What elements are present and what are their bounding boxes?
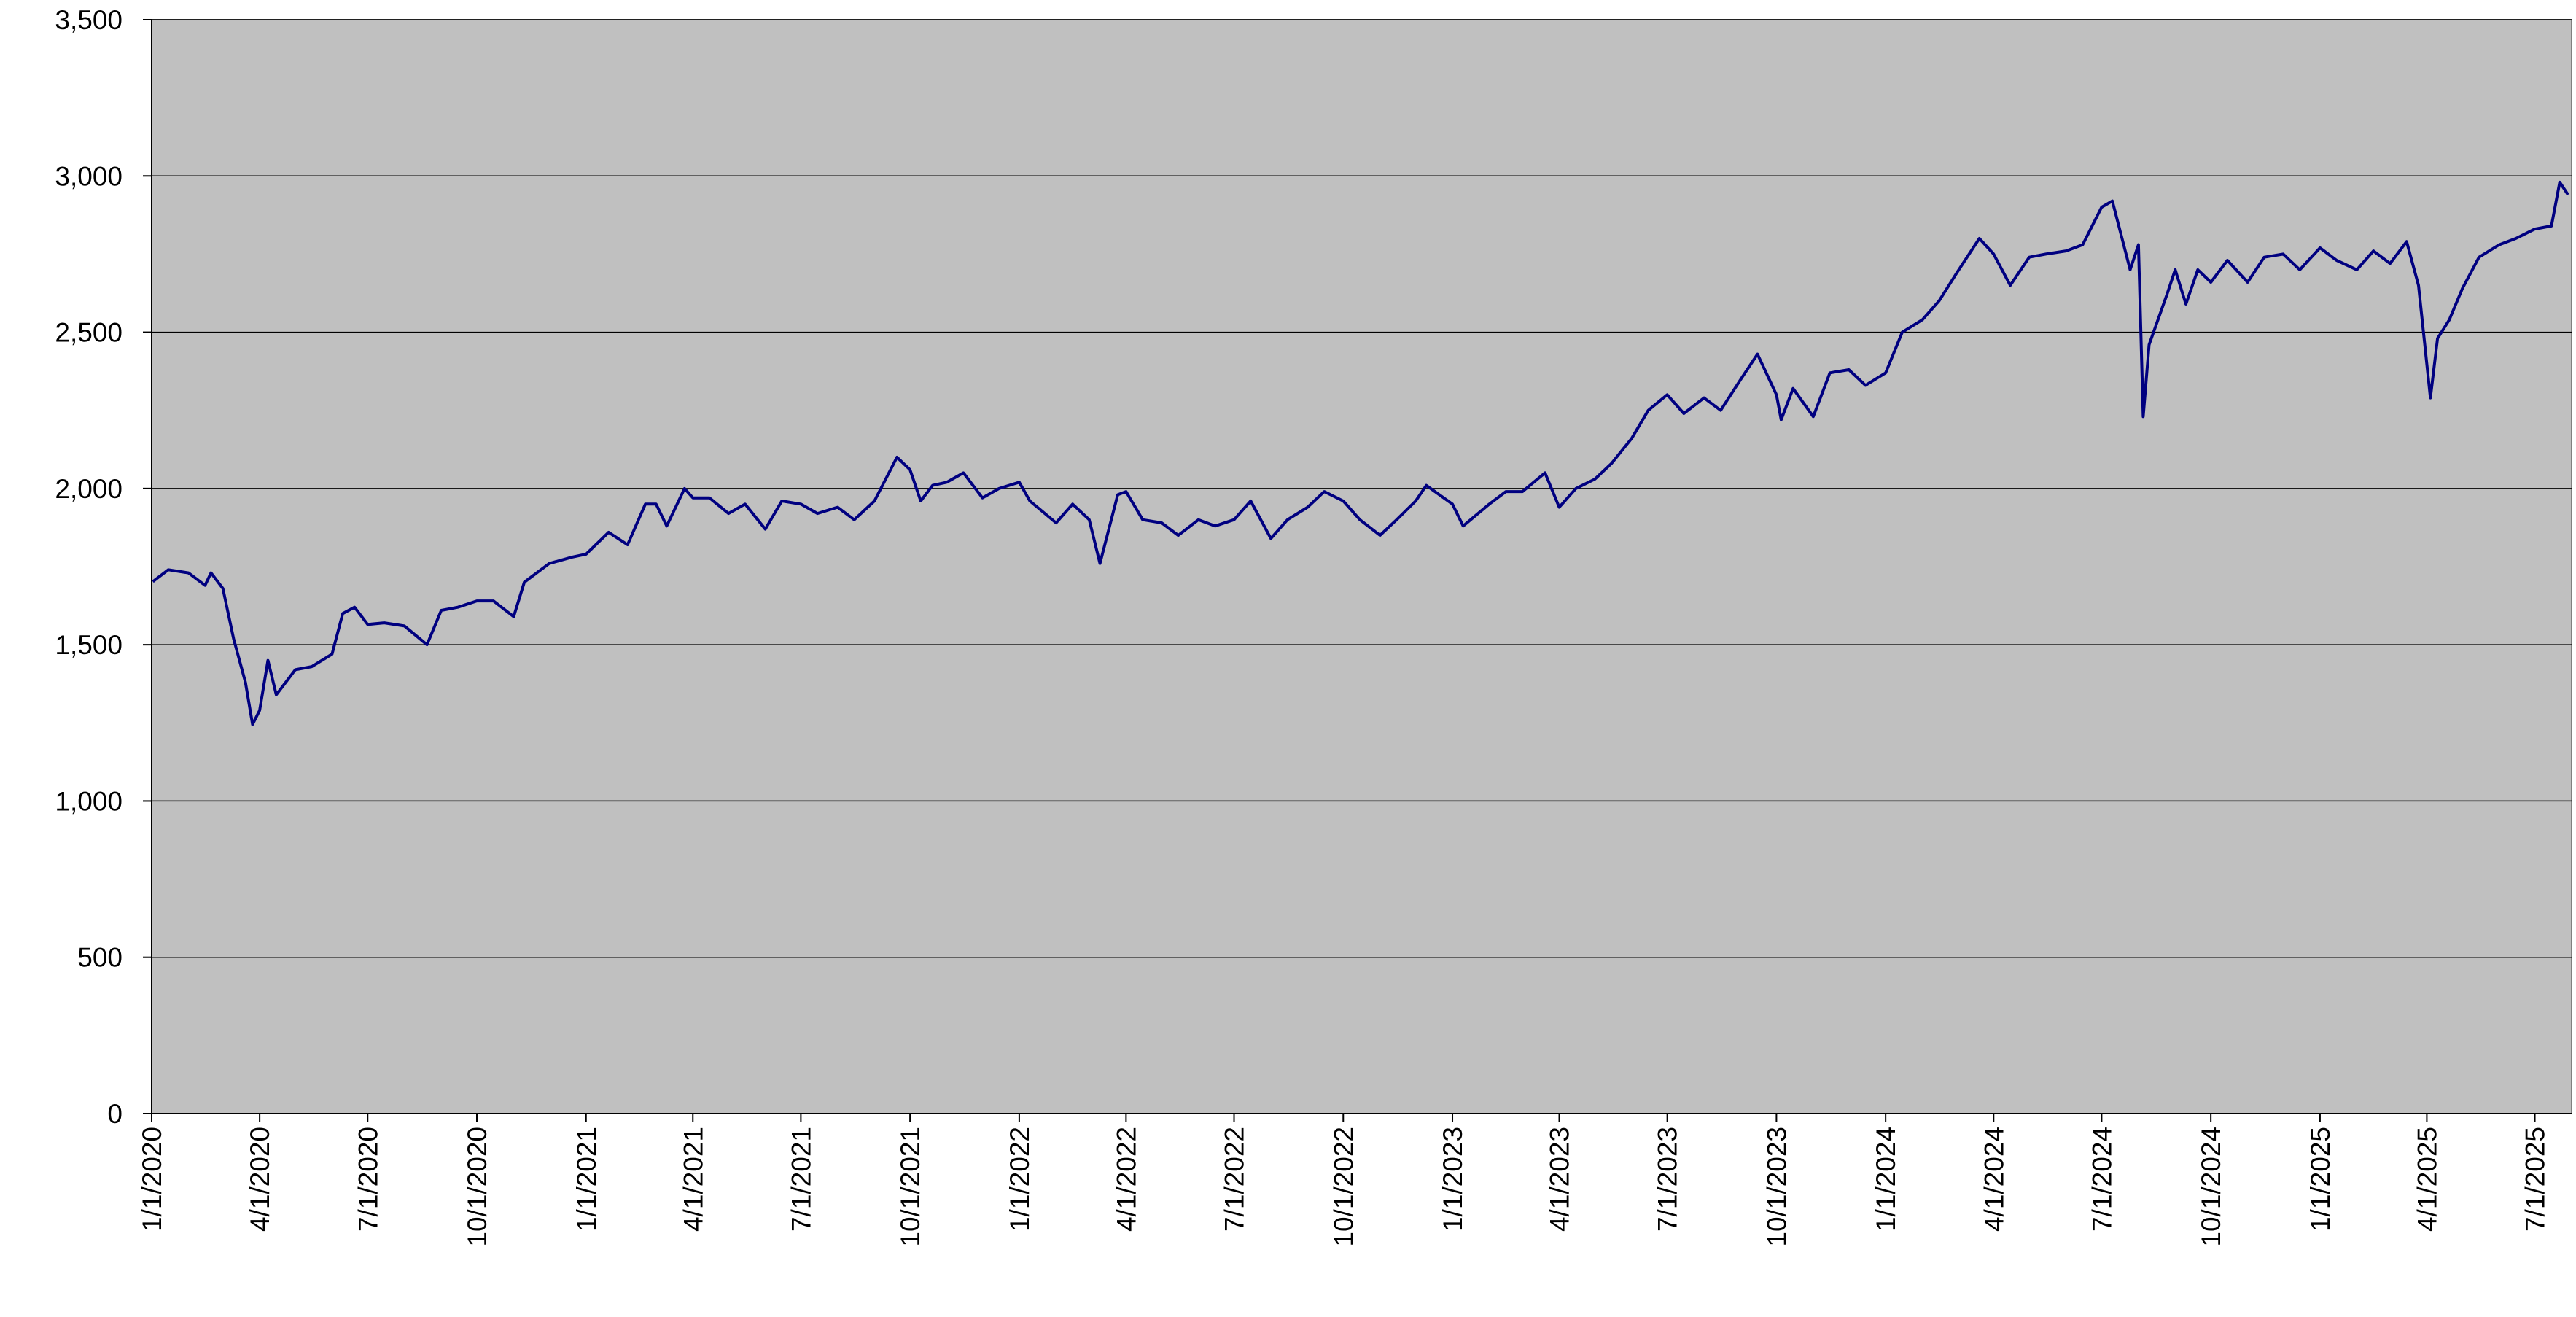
x-tick-label: 4/1/2022 — [1111, 1127, 1141, 1232]
x-tick-label: 10/1/2022 — [1328, 1127, 1358, 1247]
x-tick-label: 10/1/2023 — [1762, 1127, 1791, 1247]
x-tick-label: 4/1/2025 — [2412, 1127, 2442, 1232]
x-tick-label: 1/1/2025 — [2305, 1127, 2335, 1232]
x-tick-label: 1/1/2024 — [1871, 1127, 1901, 1232]
x-tick-label: 7/1/2025 — [2521, 1127, 2550, 1232]
x-tick-label: 1/1/2022 — [1005, 1127, 1035, 1232]
y-tick-label: 2,500 — [55, 318, 122, 348]
x-tick-label: 1/1/2023 — [1438, 1127, 1468, 1232]
y-tick-label: 1,500 — [55, 630, 122, 660]
x-tick-label: 1/1/2020 — [137, 1127, 167, 1232]
x-tick-label: 10/1/2024 — [2196, 1127, 2226, 1247]
x-tick-label: 7/1/2023 — [1653, 1127, 1683, 1232]
plot-area — [151, 19, 2572, 1114]
x-tick-label: 10/1/2021 — [895, 1127, 925, 1247]
x-tick-label: 1/1/2021 — [572, 1127, 602, 1232]
y-tick-label: 1,000 — [55, 786, 122, 816]
y-tick-label: 3,000 — [55, 161, 122, 191]
y-tick-label: 0 — [107, 1099, 122, 1129]
y-tick-label: 3,500 — [55, 5, 122, 35]
x-tick-label: 7/1/2024 — [2087, 1127, 2117, 1232]
y-tick-label: 2,000 — [55, 474, 122, 504]
data-line — [152, 180, 2569, 726]
x-tick-label: 4/1/2020 — [245, 1127, 275, 1232]
x-tick-label: 7/1/2021 — [786, 1127, 816, 1232]
x-tick-label: 4/1/2023 — [1545, 1127, 1575, 1232]
x-tick-label: 10/1/2020 — [462, 1127, 492, 1247]
x-tick-label: 7/1/2020 — [353, 1127, 383, 1232]
y-tick-label: 500 — [77, 943, 122, 973]
x-tick-label: 7/1/2022 — [1220, 1127, 1250, 1232]
x-tick-label: 4/1/2024 — [1979, 1127, 2009, 1232]
x-tick-label: 4/1/2021 — [678, 1127, 708, 1232]
